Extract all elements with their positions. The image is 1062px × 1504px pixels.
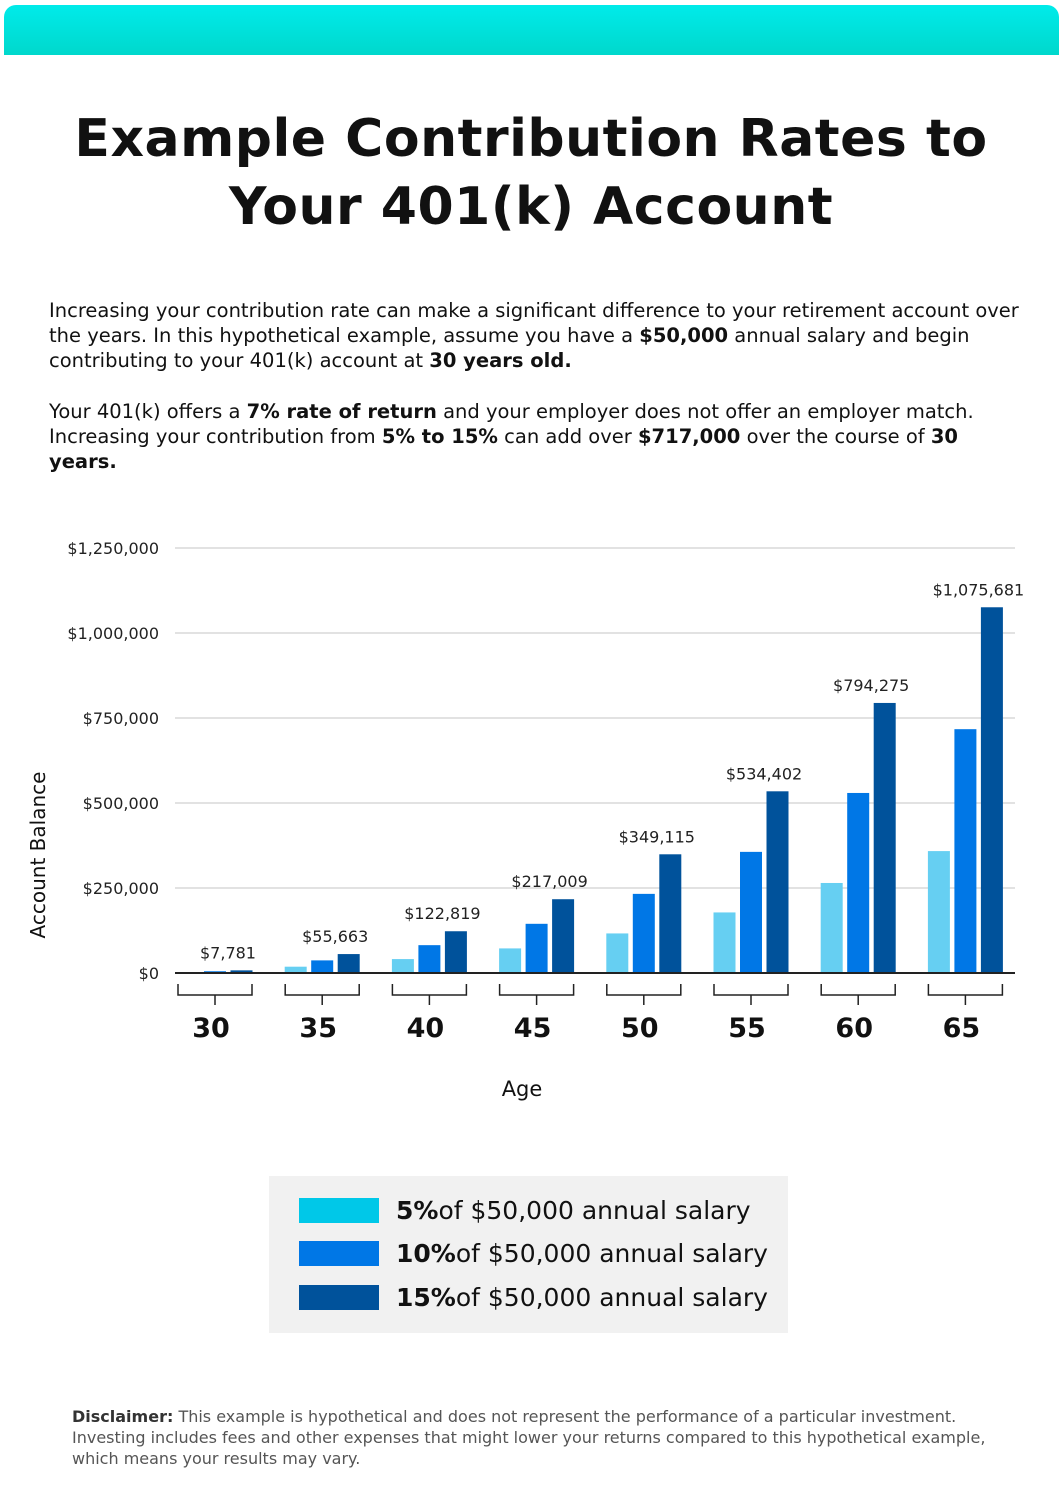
x-tick-label: 60 [835, 1013, 873, 1044]
bar-65-series-1 [927, 851, 950, 973]
legend-bold: 10% [396, 1238, 456, 1268]
x-bracket [391, 984, 468, 1005]
x-bracket [284, 984, 360, 1005]
y-tick-label: $750,000 [83, 709, 159, 728]
emphasis-text: $717,000 [637, 425, 741, 448]
x-bracket [177, 984, 253, 1005]
body-text: annual salary and begin contributing to … [49, 324, 970, 372]
x-bracket [498, 984, 575, 1005]
disclaimer-text: This example is hypothetical and does no… [72, 1407, 986, 1468]
header-band [4, 5, 1059, 55]
x-bracket [713, 984, 789, 1005]
bar-chart: $0 $250,000 $500,000 $750,000 $1,000,000 $1,2… [26, 539, 1025, 1101]
emphasis-text: 7% rate of return [246, 400, 437, 423]
x-tick-label: 55 [728, 1013, 766, 1044]
y-axis-label: Account Balance [26, 772, 50, 939]
body-text: Increasing your contribution rate can ma… [49, 299, 1019, 347]
page-title: Example Contribution Rates to Your 401(k)… [0, 105, 1062, 241]
bar-45-series-3 [552, 899, 575, 973]
bar-45-series-1 [499, 948, 522, 973]
legend-bold: 5% [396, 1195, 439, 1225]
emphasis-text: $50,000 [639, 324, 729, 347]
bar-50-series-3 [659, 854, 682, 973]
data-label: $349,115 [619, 827, 695, 846]
y-tick-label: $0 [139, 964, 159, 983]
y-tick-label: $1,000,000 [67, 624, 159, 643]
legend-swatch [299, 1197, 379, 1223]
data-label: $7,781 [200, 943, 256, 962]
data-label: $55,663 [302, 927, 368, 946]
bar-30-series-3 [230, 970, 253, 973]
legend-item-5pct: 5% of $50,000 annual salary [299, 1195, 751, 1225]
bar-35-series-1 [284, 966, 307, 973]
data-label: $217,009 [511, 872, 587, 891]
bar-35-series-2 [311, 960, 334, 973]
y-tick-label: $500,000 [83, 794, 159, 813]
legend: 5% of $50,000 annual salary 10% of $50,0… [269, 1176, 788, 1333]
data-label: $122,819 [404, 904, 480, 923]
bar-60-series-1 [820, 882, 843, 973]
body-text: Your 401(k) offers a [49, 400, 247, 423]
title-line-2: Your 401(k) Account [228, 177, 834, 237]
x-tick-label: 50 [621, 1013, 659, 1044]
intro-paragraph-2: Your 401(k) offers a 7% rate of return a… [49, 399, 1029, 474]
emphasis-text: 30 years old. [429, 349, 572, 372]
bar-40-series-2 [418, 945, 441, 973]
disclaimer: Disclaimer: This example is hypothetical… [72, 1406, 1012, 1469]
body-text: over the course of [740, 425, 931, 448]
bar-65-series-3 [980, 607, 1003, 973]
legend-text: of $50,000 annual salary [455, 1282, 768, 1312]
disclaimer-label: Disclaimer: [72, 1407, 174, 1426]
x-axis-label: Age [502, 1077, 543, 1101]
bar-55-series-2 [740, 851, 762, 973]
legend-item-10pct: 10% of $50,000 annual salary [299, 1238, 768, 1268]
bar-45-series-2 [525, 923, 548, 973]
x-bracket [927, 984, 1004, 1005]
legend-swatch [299, 1284, 379, 1310]
x-tick-label: 30 [192, 1013, 230, 1044]
bar-60-series-2 [847, 792, 870, 973]
body-text: and your employer does not offer an empl… [49, 400, 974, 448]
legend-item-15pct: 15% of $50,000 annual salary [299, 1282, 768, 1312]
bar-35-series-3 [337, 954, 360, 973]
emphasis-text: 5% to 15% [381, 425, 498, 448]
legend-text: of $50,000 annual salary [455, 1238, 768, 1268]
x-tick-label: 35 [299, 1013, 337, 1044]
intro-paragraph-1: Increasing your contribution rate can ma… [49, 298, 1029, 373]
data-label: $1,075,681 [933, 580, 1025, 599]
x-tick-label: 45 [514, 1013, 552, 1044]
bar-50-series-2 [632, 893, 655, 973]
bar-50-series-1 [606, 933, 629, 973]
legend-bold: 15% [396, 1282, 456, 1312]
bar-40-series-1 [391, 959, 414, 973]
x-bracket [606, 984, 682, 1005]
x-tick-label: 65 [943, 1013, 981, 1044]
bar-65-series-2 [954, 729, 977, 973]
title-line-1: Example Contribution Rates to [74, 109, 988, 169]
bar-55-series-1 [713, 912, 736, 973]
y-tick-label: $250,000 [83, 879, 159, 898]
legend-swatch [299, 1240, 379, 1266]
legend-text: of $50,000 annual salary [438, 1195, 751, 1225]
x-tick-label: 40 [407, 1013, 445, 1044]
bar-55-series-3 [766, 791, 789, 973]
bar-60-series-3 [873, 702, 896, 973]
x-bracket [820, 984, 896, 1005]
data-label: $534,402 [726, 764, 802, 783]
data-label: $794,275 [833, 676, 909, 695]
bar-40-series-3 [444, 931, 467, 973]
body-text: can add over [497, 425, 638, 448]
y-tick-label: $1,250,000 [67, 539, 159, 558]
emphasis-text: 30 years. [49, 425, 958, 473]
